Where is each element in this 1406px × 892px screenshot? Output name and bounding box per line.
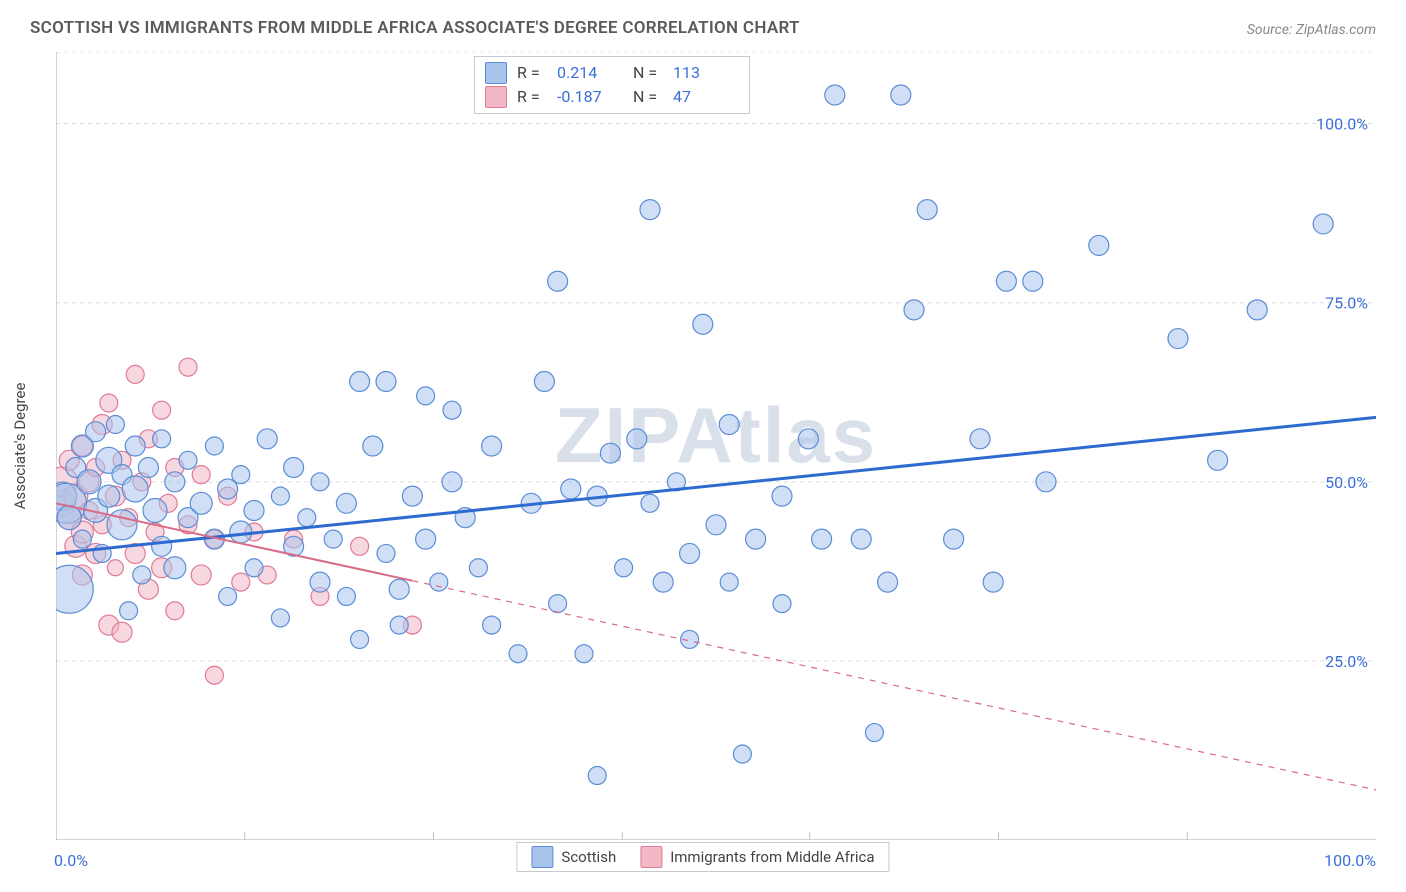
swatch-immigrants (485, 86, 507, 108)
legend-item-immigrants: Immigrants from Middle Africa (640, 846, 874, 868)
stats-row-immigrants: R = -0.187 N = 47 (485, 85, 739, 109)
swatch-immigrants (640, 846, 662, 868)
r-value-immigrants: -0.187 (557, 85, 623, 109)
stats-row-scottish: R = 0.214 N = 113 (485, 61, 739, 85)
legend-label-scottish: Scottish (561, 848, 616, 866)
svg-text:25.0%: 25.0% (1325, 652, 1368, 671)
x-tick-0: 0.0% (54, 851, 88, 870)
legend-item-scottish: Scottish (531, 846, 616, 868)
legend-label-immigrants: Immigrants from Middle Africa (670, 848, 874, 866)
svg-text:50.0%: 50.0% (1325, 473, 1368, 492)
svg-text:ZIPAtlas: ZIPAtlas (555, 391, 877, 479)
svg-text:100.0%: 100.0% (1316, 115, 1368, 134)
svg-text:75.0%: 75.0% (1325, 294, 1368, 313)
swatch-scottish (531, 846, 553, 868)
n-label: N = (633, 61, 663, 85)
scatter-chart: ZIPAtlas 25.0% 50.0% 75.0% 100.0% (56, 52, 1376, 840)
plot-area: ZIPAtlas 25.0% 50.0% 75.0% 100.0% (56, 52, 1376, 840)
r-label: R = (517, 85, 547, 109)
source-label: Source: ZipAtlas.com (1247, 22, 1376, 38)
n-label: N = (633, 85, 663, 109)
r-label: R = (517, 61, 547, 85)
n-value-scottish: 113 (673, 61, 739, 85)
r-value-scottish: 0.214 (557, 61, 623, 85)
y-axis-label: Associate's Degree (11, 383, 29, 510)
chart-title: SCOTTISH VS IMMIGRANTS FROM MIDDLE AFRIC… (30, 18, 800, 38)
x-tick-100: 100.0% (1324, 851, 1376, 870)
swatch-scottish (485, 62, 507, 84)
series-legend: Scottish Immigrants from Middle Africa (516, 842, 889, 872)
n-value-immigrants: 47 (673, 85, 739, 109)
stats-legend: R = 0.214 N = 113 R = -0.187 N = 47 (474, 56, 750, 114)
